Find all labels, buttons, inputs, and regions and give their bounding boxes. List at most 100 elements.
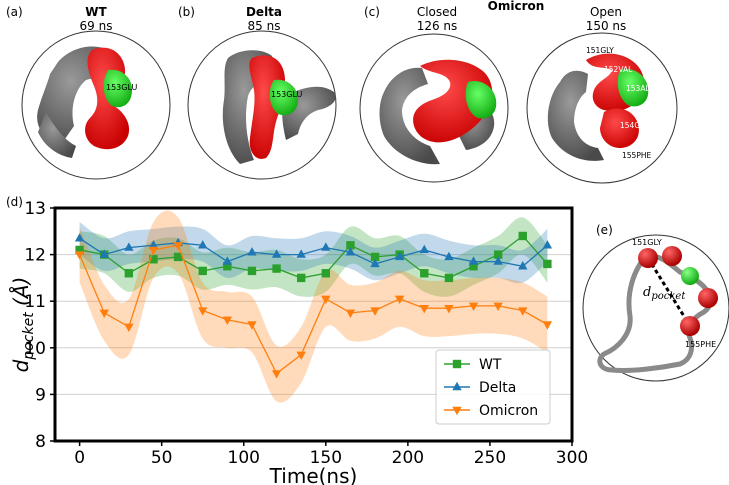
marker-omicron-150 <box>321 295 331 305</box>
panel-c: (c) Omicron Closed 126 ns Open 150 ns 15… <box>359 0 678 184</box>
panel-e-letter: (e) <box>596 223 613 237</box>
plot-frame <box>53 206 574 443</box>
panel-e-atom-152 <box>662 246 682 266</box>
marker-omicron-60 <box>173 242 183 251</box>
marker-delta-90 <box>222 256 233 265</box>
x-tick-label-150: 150 <box>310 448 342 468</box>
legend-label-omicron: Omicron <box>479 403 538 419</box>
y-axis-ticks: 8 9 10 11 12 13 <box>24 199 55 452</box>
marker-delta-45 <box>148 240 159 249</box>
marker-delta-105 <box>247 247 257 256</box>
panel-c-residue-154: 154GLY <box>620 121 648 130</box>
panel-e-distance-line <box>646 257 692 327</box>
marker-omicron-30 <box>124 323 134 333</box>
y-axis-label-main: d <box>9 359 33 372</box>
marker-omicron-240 <box>468 302 479 312</box>
marker-omicron-15 <box>99 309 109 319</box>
band-wt <box>79 217 548 297</box>
marker-delta-120 <box>271 249 282 258</box>
panel-c-open-surface <box>547 53 649 161</box>
panel-c-letter: (c) <box>364 5 380 19</box>
marker-delta-255 <box>493 256 503 265</box>
panel-e-distance-sub: pocket <box>651 291 686 302</box>
legend-label-wt: WT <box>479 357 502 373</box>
marker-wt-0 <box>75 245 84 255</box>
panel-e-distance-main: d <box>643 285 651 300</box>
marker-omicron-270 <box>518 307 528 316</box>
marker-delta-150 <box>321 242 331 251</box>
y-axis-label: dpocket (Å) <box>9 277 37 373</box>
legend-box <box>435 349 551 425</box>
panel-c-residue-152: 152VAL <box>604 65 633 74</box>
marker-wt-135 <box>296 273 306 283</box>
panel-a-residue-label: 153GLU <box>106 83 138 92</box>
chart-bands <box>79 210 548 403</box>
marker-wt-105 <box>247 266 257 276</box>
marker-delta-180 <box>370 258 380 268</box>
y-axis-label-unit: (Å) <box>9 277 33 313</box>
panel-b-title: Delta <box>246 5 282 19</box>
panel-e-atom-154 <box>698 288 718 308</box>
panel-a-letter: (a) <box>6 5 23 19</box>
marker-omicron-105 <box>247 321 257 330</box>
marker-wt-120 <box>272 264 281 273</box>
marker-wt-75 <box>198 266 207 276</box>
band-omicron <box>79 210 548 403</box>
panel-c-title: Omicron <box>488 0 545 13</box>
panel-b: (b) Delta 85 ns 153GLU <box>178 5 337 180</box>
marker-wt-30 <box>124 269 134 278</box>
panel-e-label-bottom: 155PHE <box>685 340 716 349</box>
panel-b-letter: (b) <box>178 5 195 19</box>
panel-c-residue-153: 153ALA <box>626 84 656 93</box>
marker-wt-270 <box>518 231 527 241</box>
marker-omicron-180 <box>370 307 380 316</box>
y-axis-label-sub: pocket <box>21 312 37 361</box>
y-tick-label-13: 13 <box>24 199 46 219</box>
legend-marker-omicron <box>452 406 462 416</box>
chart-series <box>74 231 553 379</box>
marker-delta-135 <box>296 249 306 258</box>
marker-omicron-195 <box>394 295 405 305</box>
marker-omicron-90 <box>222 316 233 326</box>
marker-delta-270 <box>518 261 528 270</box>
legend-marker-delta <box>452 381 462 391</box>
panel-e-distance-label: dpocket <box>643 285 686 302</box>
panel-e-atom-153 <box>681 267 699 285</box>
y-tick-label-12: 12 <box>24 246 46 266</box>
marker-omicron-225 <box>444 304 454 314</box>
panel-c-closed-time: 126 ns <box>417 19 458 33</box>
marker-omicron-255 <box>493 302 503 312</box>
marker-wt-90 <box>223 262 232 271</box>
marker-delta-225 <box>444 251 454 261</box>
marker-wt-225 <box>444 273 454 283</box>
x-tick-label-50: 50 <box>151 448 173 468</box>
legend-label-delta: Delta <box>479 380 516 396</box>
panel-c-closed-label: Closed <box>417 5 457 19</box>
panel-c-open-label: Open <box>590 5 622 19</box>
marker-omicron-210 <box>419 304 429 314</box>
marker-omicron-165 <box>345 309 356 319</box>
marker-omicron-120 <box>271 370 282 379</box>
marker-omicron-75 <box>198 307 208 316</box>
panel-c-residue-155: 155PHE <box>622 151 651 160</box>
panel-b-subtitle: 85 ns <box>248 19 281 33</box>
y-tick-label-9: 9 <box>35 385 46 405</box>
x-tick-label-200: 200 <box>392 448 424 468</box>
panel-c-open-time: 150 ns <box>586 19 627 33</box>
y-tick-label-8: 8 <box>35 432 46 452</box>
marker-delta-210 <box>419 244 429 254</box>
line-delta <box>79 237 548 267</box>
y-tick-label-11: 11 <box>24 292 46 312</box>
panel-c-closed-surface <box>379 59 497 165</box>
line-omicron <box>79 244 548 375</box>
marker-wt-285 <box>543 259 552 269</box>
panel-c-residue-151: 151GLY <box>586 46 614 55</box>
panel-e-atom-151 <box>638 248 658 268</box>
marker-wt-150 <box>321 269 331 278</box>
marker-delta-30 <box>124 242 134 251</box>
marker-omicron-0 <box>74 251 85 260</box>
marker-delta-195 <box>394 251 405 261</box>
marker-delta-285 <box>542 240 553 249</box>
marker-wt-240 <box>469 262 478 271</box>
